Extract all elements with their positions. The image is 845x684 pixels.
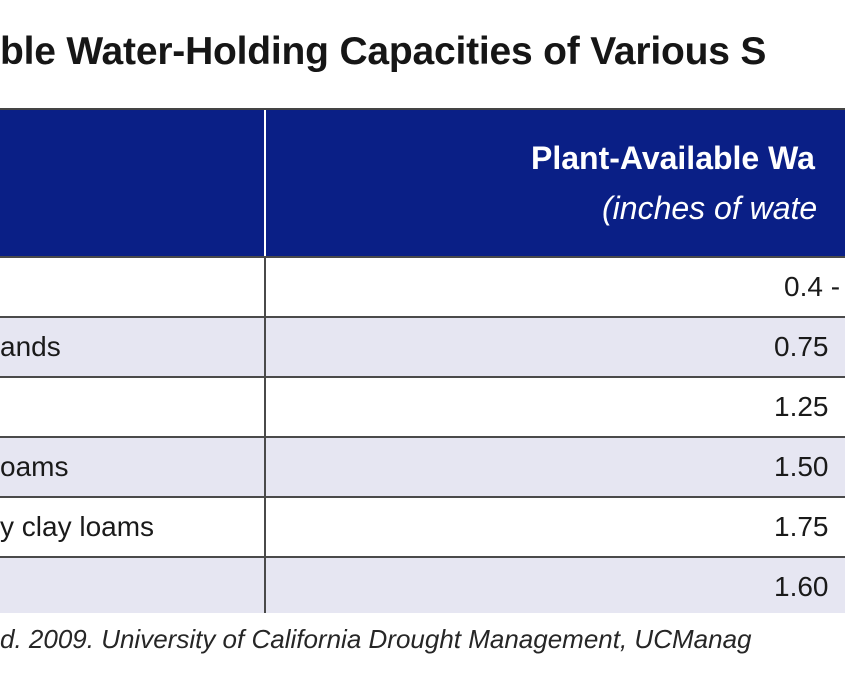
source-footnote: d. 2009. University of California Drough…	[0, 624, 752, 654]
table-row: ands 0.75	[0, 316, 845, 376]
table-row: 1.60	[0, 556, 845, 613]
water-value-cell: 0.75	[774, 331, 829, 362]
soil-type-cell: ands	[0, 331, 61, 362]
header-water-column: Plant-Available Wa (inches of wate	[266, 110, 845, 256]
water-value-cell: 1.75	[774, 511, 829, 542]
header-soil-column	[0, 110, 266, 256]
water-value-cell: 1.50	[774, 451, 829, 482]
table-row: 0.4 -	[0, 256, 845, 316]
soil-type-cell: y clay loams	[0, 511, 155, 542]
table-title: ble Water-Holding Capacities of Various …	[0, 30, 767, 73]
soil-type-cell: oams	[0, 451, 69, 482]
header-water-title: Plant-Available Wa	[531, 140, 815, 176]
water-value-cell: 0.4 -	[784, 271, 841, 302]
table-row: y clay loams 1.75	[0, 496, 845, 556]
water-value-cell: 1.60	[774, 571, 829, 602]
header-water-units: (inches of wate	[602, 190, 818, 226]
table-header: Plant-Available Wa (inches of wate	[0, 110, 845, 256]
table-row: oams 1.50	[0, 436, 845, 496]
water-value-cell: 1.25	[774, 391, 829, 422]
water-capacity-table: Plant-Available Wa (inches of wate 0.4 -…	[0, 108, 845, 613]
table-row: 1.25	[0, 376, 845, 436]
